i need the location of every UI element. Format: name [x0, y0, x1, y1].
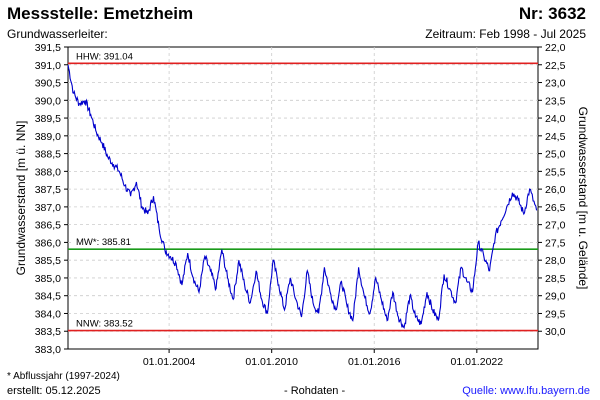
- raw-data-label: - Rohdaten -: [284, 385, 346, 397]
- y-tick-label: 391,5: [35, 42, 61, 54]
- plot-frame: [67, 46, 539, 350]
- y2-tick-label: 28,5: [545, 273, 566, 285]
- series-line: [67, 64, 538, 330]
- y2-tick-label: 29,5: [545, 308, 566, 320]
- x-tick-label: 01.01.2004: [143, 356, 196, 368]
- ref-label-mw: MW*: 385.81: [76, 237, 131, 248]
- x-tick-label: 01.01.2022: [451, 356, 504, 368]
- ref-label-bg-nnw: [73, 317, 143, 329]
- y-tick-label: 386,5: [35, 220, 61, 232]
- y-tick-label: 390,0: [35, 95, 61, 107]
- aquifer-label: Grundwasserleiter:: [7, 27, 108, 41]
- y2-tick-label: 23,5: [545, 95, 566, 107]
- y-tick-label: 387,0: [35, 202, 61, 214]
- y-tick-label: 391,0: [35, 60, 61, 72]
- y-tick-label: 384,5: [35, 291, 61, 303]
- y2-tick-label: 23,0: [545, 78, 566, 90]
- station-number: Nr: 3632: [518, 4, 586, 23]
- page-title: Messstelle: Emetzheim: [7, 4, 194, 23]
- y2-tick-label: 27,0: [545, 220, 566, 232]
- y2-tick-label: 25,5: [545, 166, 566, 178]
- y-tick-label: 383,5: [35, 326, 61, 338]
- y2-tick-label: 26,5: [545, 202, 566, 214]
- ref-label-bg-mw: [73, 236, 143, 248]
- x-tick-label: 01.01.2016: [348, 356, 401, 368]
- y-tick-label: 389,5: [35, 113, 61, 125]
- y-tick-label: 390,5: [35, 78, 61, 90]
- ref-label-hhw: HHW: 391.04: [76, 51, 133, 62]
- y-tick-label: 385,5: [35, 255, 61, 267]
- y-tick-label: 387,5: [35, 184, 61, 196]
- y2-tick-label: 29,0: [545, 291, 566, 303]
- y2-tick-label: 28,0: [545, 255, 566, 267]
- series-layer: [67, 64, 538, 330]
- y2-tick-label: 24,5: [545, 131, 566, 143]
- period-label: Zeitraum: Feb 1998 - Jul 2025: [425, 27, 586, 41]
- y-tick-label: 386,0: [35, 237, 61, 249]
- y2-tick-label: 22,5: [545, 60, 566, 72]
- y-tick-label: 385,0: [35, 273, 61, 285]
- y2-tick-label: 22,0: [545, 42, 566, 54]
- x-tick-label: 01.01.2010: [245, 356, 298, 368]
- y-axis-label: Grundwasserstand [m ü. NN]: [14, 121, 28, 276]
- grid: [68, 47, 538, 349]
- footnote: * Abflussjahr (1997-2024): [7, 371, 120, 382]
- ref-label-bg-hhw: [73, 50, 143, 62]
- y2-tick-label: 27,5: [545, 237, 566, 249]
- ref-label-nnw: NNW: 383.52: [76, 319, 133, 330]
- y2-axis-label: Grundwasserstand [m u. Gelände]: [576, 107, 590, 290]
- y-tick-label: 383,0: [35, 344, 61, 356]
- y2-tick-label: 24,0: [545, 113, 566, 125]
- y-tick-label: 389,0: [35, 131, 61, 143]
- created-date: erstellt: 05.12.2025: [7, 385, 101, 397]
- y2-tick-label: 26,0: [545, 184, 566, 196]
- y-tick-label: 384,0: [35, 308, 61, 320]
- y2-tick-label: 25,0: [545, 149, 566, 161]
- y-tick-label: 388,0: [35, 166, 61, 178]
- source-link[interactable]: Quelle: www.lfu.bayern.de: [462, 385, 590, 397]
- y-tick-label: 388,5: [35, 149, 61, 161]
- axes: 383,0 383,5 384,0 384,5 385,0 385,5 386,0 386,5…: [35, 42, 566, 368]
- reference-lines: HHW: 391.04 MW*: 385.81 NNW: 383.52: [68, 50, 538, 332]
- y2-tick-label: 30,0: [545, 326, 566, 338]
